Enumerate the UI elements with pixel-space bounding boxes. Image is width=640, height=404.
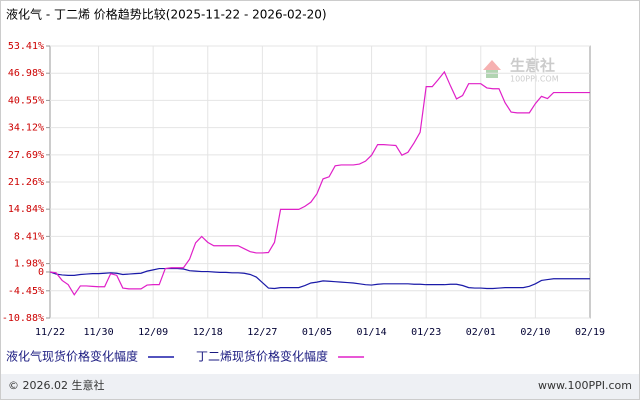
- watermark-logo: [483, 60, 501, 70]
- y-tick-label: -10.88%: [2, 313, 44, 324]
- x-tick-label: 12/18: [193, 327, 223, 338]
- y-tick-label: 8.41%: [14, 231, 44, 242]
- chart-title: 液化气 - 丁二烯 价格趋势比较(2025-11-22 - 2026-02-20…: [6, 7, 327, 22]
- y-tick-label: -4.45%: [8, 286, 44, 297]
- x-tick-label: 02/10: [520, 327, 550, 338]
- y-tick-label: 34.12%: [8, 123, 44, 134]
- x-tick-label: 12/27: [247, 327, 277, 338]
- y-tick-label: 0: [38, 267, 44, 278]
- y-tick-label: 14.84%: [8, 204, 44, 215]
- legend-label: 液化气现货价格变化幅度: [6, 349, 138, 364]
- watermark: 生意社 100PPI.COM: [483, 57, 559, 84]
- x-tick-label: 02/01: [466, 327, 496, 338]
- series-line: [49, 267, 590, 290]
- footer: [1, 374, 639, 399]
- y-tick-label: 21.26%: [8, 177, 44, 188]
- y-tick-label: 27.69%: [8, 150, 44, 161]
- y-tick-label: 53.41%: [8, 41, 44, 52]
- x-tick-label: 12/09: [138, 327, 168, 338]
- y-tick-label: 1.98%: [14, 259, 44, 270]
- legend-label: 丁二烯现货价格变化幅度: [196, 349, 328, 364]
- y-tick-label: 46.98%: [8, 68, 44, 79]
- series-line: [49, 70, 590, 296]
- x-tick-label: 01/14: [357, 327, 387, 338]
- x-tick-label: 11/22: [35, 327, 65, 338]
- x-tick-label: 01/23: [411, 327, 441, 338]
- watermark-text: 100PPI.COM: [510, 75, 559, 84]
- x-tick-label: 02/19: [575, 327, 605, 338]
- copyright: © 2026.02 生意社: [8, 378, 104, 392]
- x-tick-label: 11/30: [83, 327, 113, 338]
- source: www.100PPI.com: [538, 379, 632, 392]
- x-tick-label: 01/05: [302, 327, 332, 338]
- watermark-text: 生意社: [510, 57, 555, 75]
- watermark-logo-base: [486, 70, 498, 78]
- y-tick-label: 40.55%: [8, 95, 44, 106]
